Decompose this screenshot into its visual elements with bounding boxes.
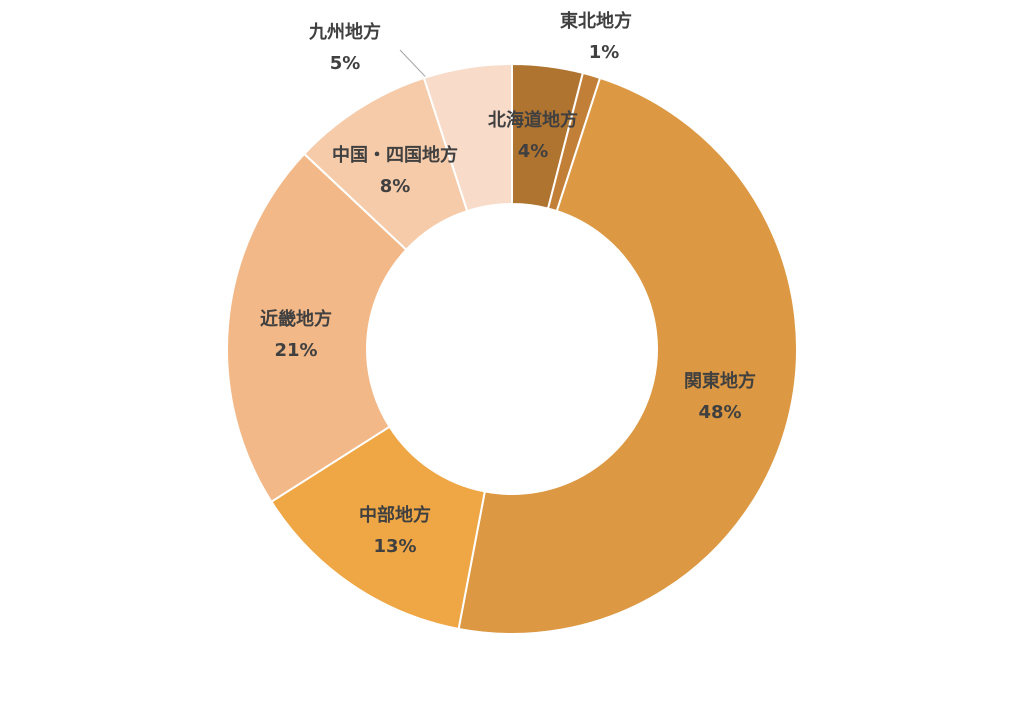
- slice-label: 中国・四国地方: [332, 144, 458, 166]
- slice-label: 北海道地方: [488, 109, 578, 131]
- slice: [269, 425, 486, 631]
- value-label: 21%: [274, 340, 317, 361]
- value-label: 5%: [330, 53, 361, 74]
- slice: [422, 62, 513, 213]
- slice: [226, 152, 408, 504]
- value-label: 1%: [589, 42, 620, 63]
- slice-label: 関東地方: [684, 370, 756, 392]
- value-label: 4%: [518, 141, 549, 162]
- slice-label: 近畿地方: [260, 308, 332, 330]
- slice-label: 中部地方: [359, 504, 431, 526]
- slice-label: 東北地方: [560, 10, 632, 32]
- slice-label: 九州地方: [308, 21, 381, 43]
- value-label: 48%: [698, 402, 741, 423]
- slice: [457, 76, 798, 635]
- value-label: 8%: [380, 176, 411, 197]
- value-label: 13%: [373, 536, 416, 557]
